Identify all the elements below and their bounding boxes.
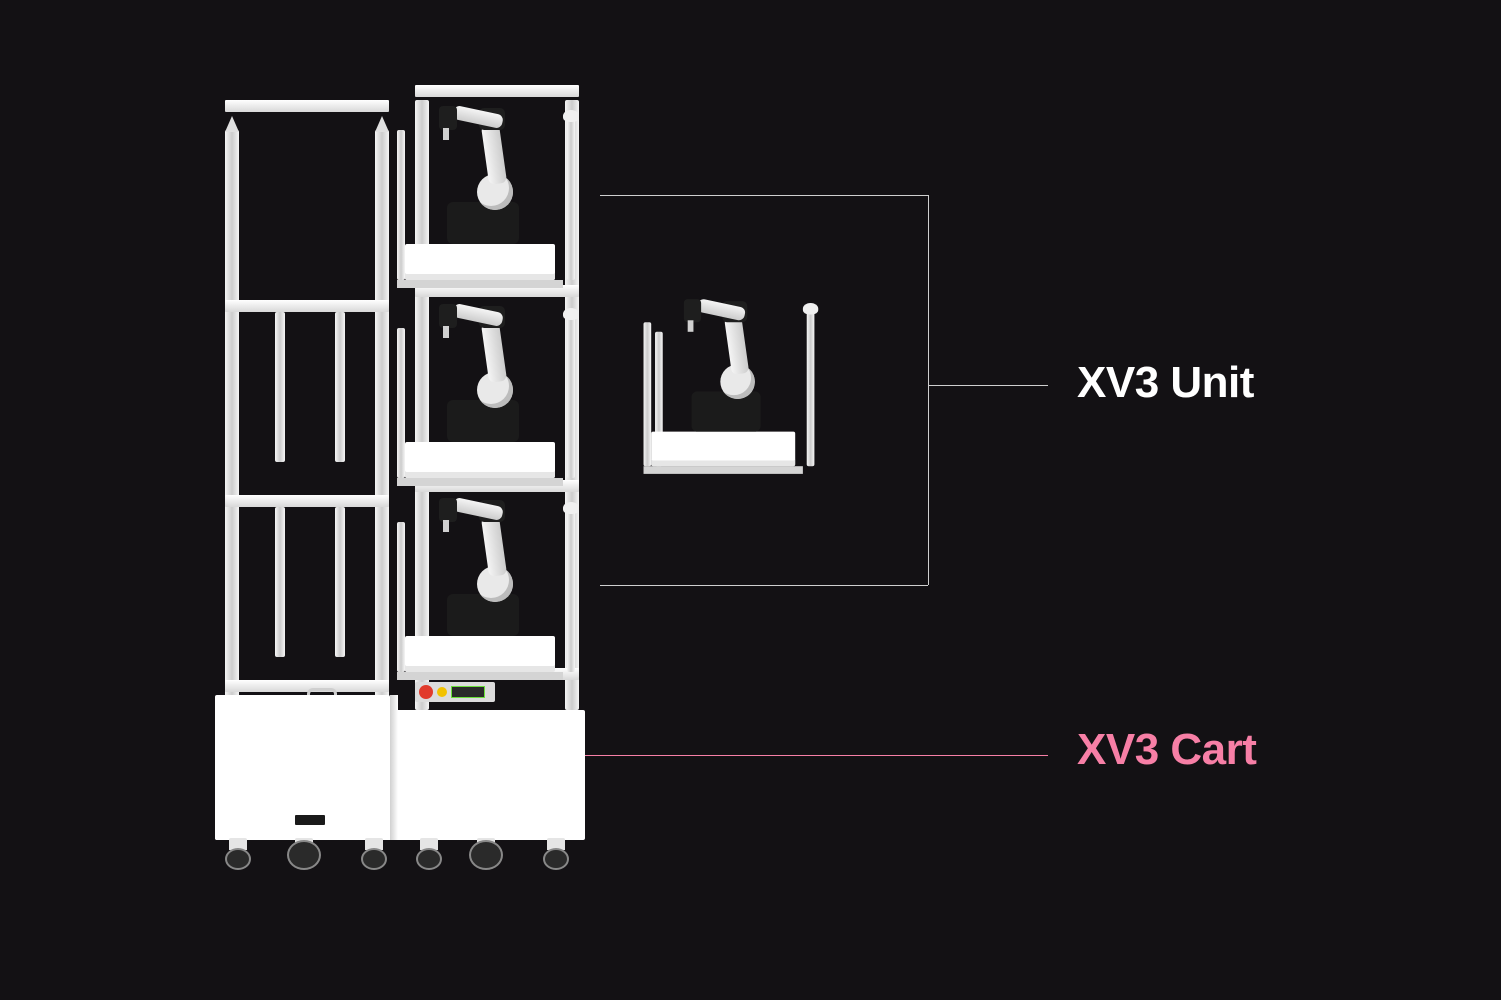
label-xv3-unit: XV3 Unit [1077,358,1254,408]
xv3-unit-module [385,482,585,672]
cart-wheel [219,838,257,870]
xv3-unit-module [385,90,585,280]
unit-post [644,322,652,466]
cart-wheel [285,838,323,870]
diagram-stage: XV3 Unit XV3 Cart [0,0,1501,1000]
unit-arm-tip [443,326,449,338]
unit-arm-tip [443,128,449,140]
cart-short-rail [275,312,285,462]
cart-beam [225,495,389,507]
cart-connector-line [560,755,1048,756]
unit-post [397,522,405,672]
unit-bracket-right [928,195,929,585]
unit-arm-head [439,498,457,522]
cart-beam [225,100,389,112]
unit-post [567,120,575,280]
cart-short-rail [275,507,285,657]
unit-arm-tip [688,320,694,332]
cart-base-edge [390,695,398,840]
cart-wheel [537,838,575,870]
unit-platform [651,432,795,467]
unit-bracket-bottom [600,585,928,586]
unit-sensor-knob [563,502,579,514]
unit-platform [405,244,555,280]
unit-sensor-knob [803,303,818,315]
unit-platform [405,636,555,672]
cart-short-rail [335,312,345,462]
unit-post [397,328,405,478]
unit-arm-tip [443,520,449,532]
unit-post [807,313,815,467]
cart-control-panel [415,682,495,702]
unit-post [397,130,405,280]
label-xv3-cart: XV3 Cart [1077,725,1256,775]
unit-platform [405,442,555,478]
unit-bracket-top [600,195,928,196]
cart-vent-slot [295,815,325,825]
unit-sensor-knob [563,110,579,122]
unit-arm-head [439,304,457,328]
cart-rail-cap [225,116,239,132]
unit-arm-base [447,202,519,244]
unit-post [567,318,575,478]
unit-bracket-tick [928,385,1048,386]
unit-sensor-knob [563,308,579,320]
unit-arm-base [447,400,519,442]
warning-button-icon [437,687,447,697]
xv3-cart-assembly [215,80,585,870]
unit-arm-base [447,594,519,636]
cart-wheel [410,838,448,870]
estop-button-icon [419,685,433,699]
unit-arm-head [439,106,457,130]
cart-rail [225,130,239,710]
cart-wheel [467,838,505,870]
unit-arm-base [692,391,761,431]
cart-short-rail [335,507,345,657]
unit-post [567,512,575,672]
xv3-unit-callout [632,284,824,466]
unit-arm-head [684,299,701,322]
cart-wheel [355,838,393,870]
cart-beam [225,300,389,312]
xv3-unit-module [385,288,585,478]
panel-screen [451,686,485,698]
